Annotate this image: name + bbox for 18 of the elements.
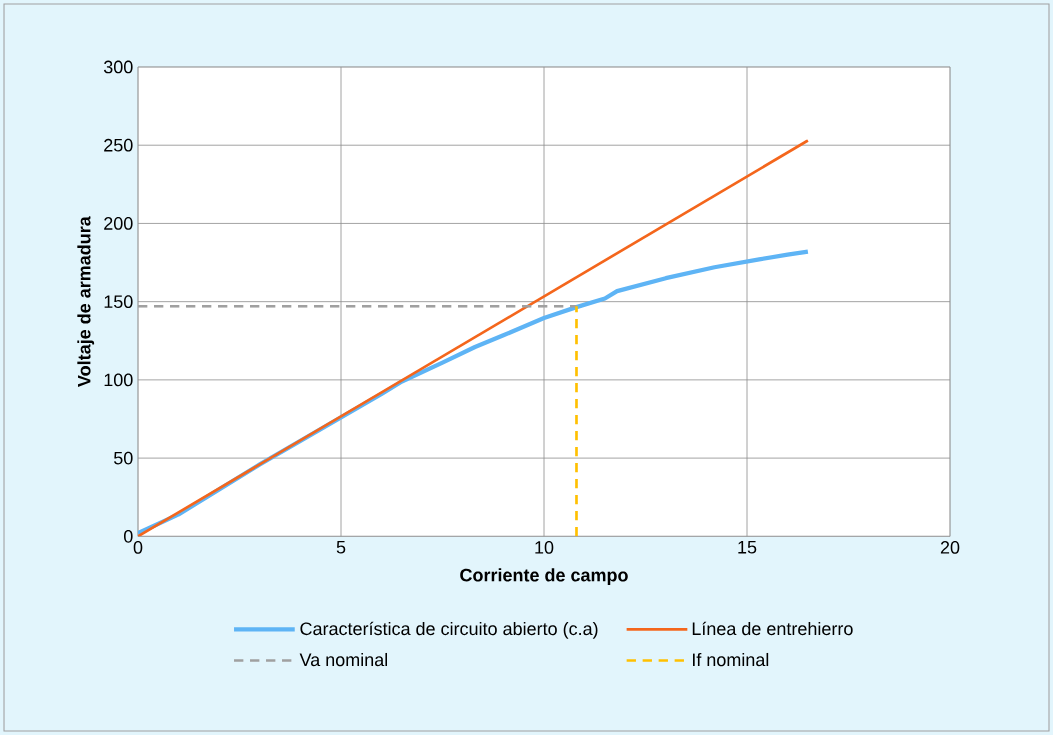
legend-label: Va nominal [299, 652, 388, 667]
y-tick-label: 300 [103, 60, 133, 74]
y-tick-label: 100 [104, 373, 133, 387]
x-tick-label: 0 [133, 541, 143, 554]
legend-label: Característica de circuito abierto (c.a) [300, 621, 598, 639]
legend-label: If nominal [692, 652, 769, 667]
legend-label: Línea de entrehierro [692, 621, 853, 636]
y-tick-label: 200 [104, 217, 133, 230]
x-tick-label: 5 [336, 541, 346, 554]
y-axis-title: Voltaje de armadura [77, 216, 95, 387]
x-tick-label: 20 [940, 541, 960, 554]
y-tick-label: 0 [124, 529, 133, 543]
y-tick-label: 150 [104, 295, 133, 309]
x-tick-label: 15 [738, 541, 757, 554]
x-axis-title: Corriente de campo [460, 568, 628, 586]
y-tick-label: 50 [113, 451, 133, 465]
x-tick-label: 10 [535, 541, 554, 554]
y-tick-label: 250 [104, 138, 133, 152]
